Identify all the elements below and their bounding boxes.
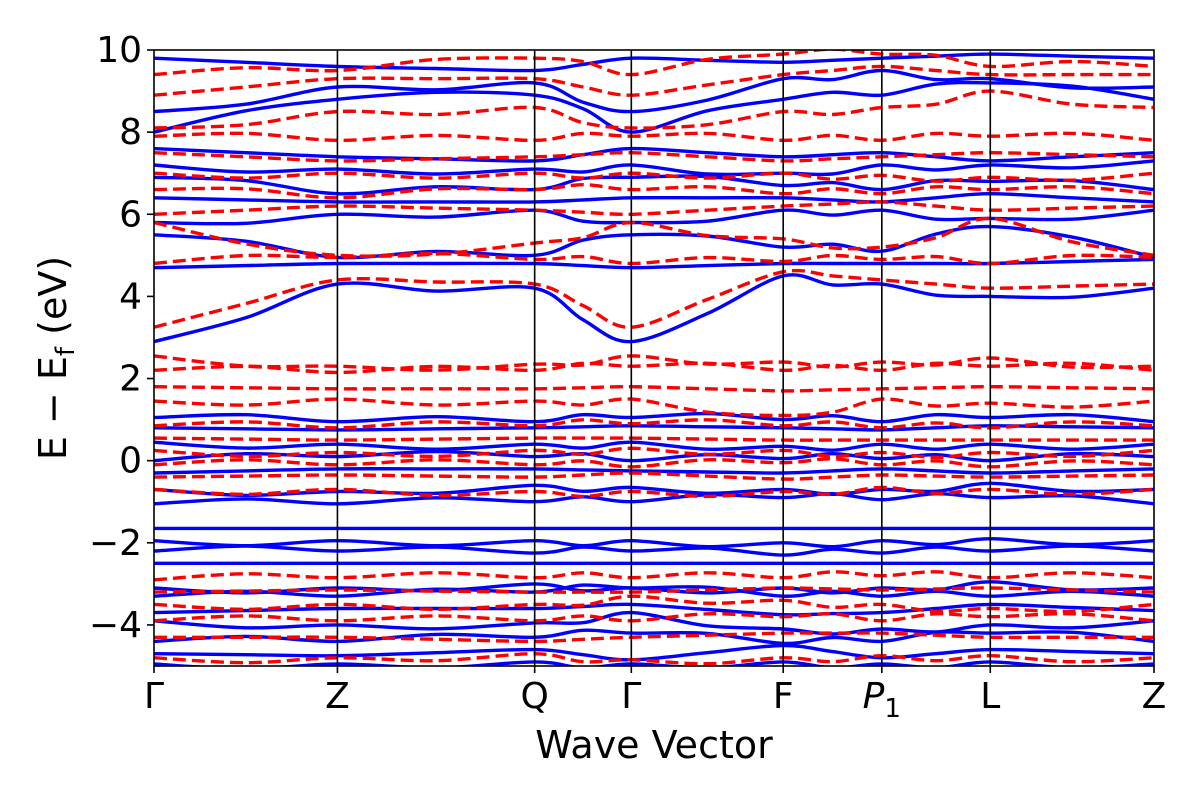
x-tick-label: Γ <box>621 676 641 717</box>
y-axis-label: E − Ef (eV) <box>31 256 81 460</box>
dashed-band-18 <box>154 216 1154 258</box>
dashed-band-13 <box>154 384 1154 393</box>
x-tick-label: L <box>980 676 1000 717</box>
solid-band-0 <box>154 660 1154 666</box>
dashed-band-10 <box>154 436 1154 442</box>
solid-band-28 <box>154 52 1154 73</box>
dashed-band-21 <box>154 171 1154 183</box>
y-axis-label-unit: (eV) <box>31 256 75 335</box>
dashed-band-7 <box>154 471 1154 481</box>
kpoint-divider-lines <box>336 50 992 666</box>
y-tick-label: −2 <box>89 523 142 564</box>
dashed-band-25 <box>154 64 1154 97</box>
dashed-band-24 <box>154 89 1154 130</box>
y-tick-label: 0 <box>119 441 142 482</box>
y-tick-label: 8 <box>119 112 142 153</box>
dashed-band-1 <box>154 631 1154 644</box>
y-tick-label: 10 <box>96 30 142 71</box>
dashed-band-22 <box>154 150 1154 163</box>
x-axis-label: Wave Vector <box>535 723 773 767</box>
solid-band-18 <box>154 273 1154 344</box>
solid-band-24 <box>154 159 1154 177</box>
y-tick-label: 2 <box>119 359 142 400</box>
dashed-band-20 <box>154 182 1154 200</box>
dashed-series <box>154 50 1154 666</box>
dashed-band-3 <box>154 594 1154 614</box>
y-axis-label-main: E − E <box>31 356 75 460</box>
solid-band-11 <box>154 491 1154 506</box>
solid-band-1 <box>154 643 1154 662</box>
y-axis-label-subscript: f <box>51 346 81 356</box>
dashed-band-19 <box>154 200 1154 217</box>
bands-layer <box>154 50 1154 666</box>
solid-band-14 <box>154 449 1154 463</box>
solid-band-5 <box>154 583 1154 598</box>
solid-band-23 <box>154 174 1154 196</box>
dashed-band-0 <box>154 651 1154 666</box>
y-tick-label: 4 <box>119 276 142 317</box>
dashed-band-4 <box>154 586 1154 594</box>
solid-band-12 <box>154 481 1154 498</box>
x-tick-label: Q <box>520 676 548 717</box>
dashed-band-9 <box>154 446 1154 460</box>
y-tick-label: 6 <box>119 194 142 235</box>
dashed-band-15 <box>154 354 1154 372</box>
solid-band-27 <box>154 68 1154 114</box>
solid-band-26 <box>154 80 1154 134</box>
solid-band-3 <box>154 610 1154 636</box>
solid-band-17 <box>154 411 1154 424</box>
solid-band-2 <box>154 628 1154 646</box>
plot-area <box>153 49 1155 667</box>
dashed-band-6 <box>154 485 1154 499</box>
dashed-band-8 <box>154 457 1154 469</box>
svg-text:E − Ef (eV): E − Ef (eV) <box>31 256 81 460</box>
solid-band-4 <box>154 602 1154 617</box>
x-tick-label: P1 <box>863 676 901 724</box>
plot-frame <box>153 49 1155 667</box>
x-axis: Γ Z Q Γ F P1 L Z <box>144 666 1166 724</box>
x-tick-label: F <box>773 676 794 717</box>
solid-band-15 <box>154 440 1154 452</box>
x-tick-label: Z <box>1142 676 1167 717</box>
x-tick-label: Z <box>325 676 350 717</box>
dashed-band-5 <box>154 570 1154 582</box>
solid-band-6 <box>154 580 1154 595</box>
dashed-band-11 <box>154 418 1154 430</box>
dashed-band-26 <box>154 50 1154 77</box>
dashed-band-12 <box>154 397 1154 418</box>
solid-band-9 <box>154 536 1154 549</box>
y-axis: −4 −2 0 2 4 6 8 10 <box>89 30 154 646</box>
y-tick-label: −4 <box>89 605 142 646</box>
solid-band-22 <box>154 191 1154 204</box>
solid-band-16 <box>154 424 1154 432</box>
dashed-band-23 <box>154 131 1154 143</box>
solid-band-19 <box>154 257 1154 270</box>
dashed-band-2 <box>154 612 1154 623</box>
dashed-band-16 <box>154 268 1154 329</box>
dashed-band-14 <box>154 361 1154 375</box>
x-tick-label: Γ <box>144 676 164 717</box>
solid-band-13 <box>154 467 1154 475</box>
solid-band-25 <box>154 146 1154 163</box>
y-axis-label-gap <box>31 335 75 347</box>
